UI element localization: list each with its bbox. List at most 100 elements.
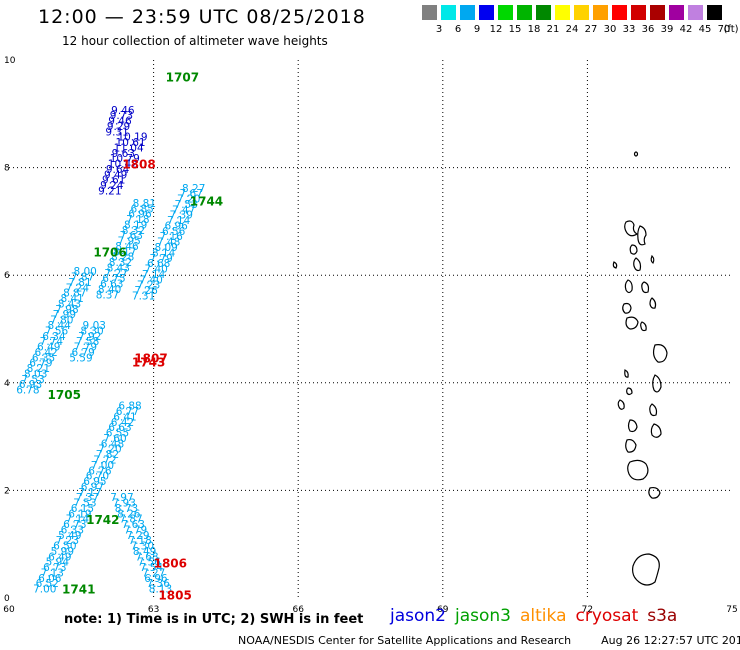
- swh-value: 9.63: [112, 148, 135, 160]
- island: [622, 302, 632, 314]
- swh-value: 6.06: [38, 573, 62, 585]
- swh-value: 7.40: [144, 264, 167, 276]
- swh-value: 8.14: [152, 247, 176, 259]
- scale-swatch: [593, 5, 608, 20]
- island: [633, 257, 642, 272]
- y-tick-label: 0: [4, 594, 10, 604]
- swh-value: 7.36: [147, 578, 171, 590]
- scale-label: 36: [641, 24, 655, 35]
- swh-value: 7.81: [68, 277, 91, 289]
- island: [652, 374, 662, 393]
- swh-value: 8.30: [80, 325, 103, 337]
- legend-cryosat: cryosat: [575, 606, 639, 626]
- swh-value: 6.85: [130, 203, 153, 215]
- swh-value: 7.80: [50, 315, 73, 327]
- swh-value: 5.59: [69, 352, 92, 364]
- x-tick-label: 72: [582, 605, 593, 615]
- swh-value: 7.13: [41, 567, 64, 579]
- swh-value: 9.73: [110, 110, 133, 122]
- legend-jason3: jason3: [455, 606, 511, 626]
- island: [627, 459, 649, 481]
- swh-value: 6.73: [63, 519, 86, 531]
- swh-value: 6.42: [111, 417, 134, 429]
- swh-value: 7.97: [110, 492, 133, 504]
- legend-altika: altika: [520, 606, 567, 626]
- swh-value: 7.63: [122, 519, 145, 531]
- island: [648, 486, 661, 499]
- swh-value: 10.42: [108, 159, 138, 171]
- swh-value: 8.03: [24, 368, 47, 380]
- generated-timestamp: Aug 26 12:27:57 UTC 2018: [601, 634, 740, 647]
- island: [632, 553, 660, 586]
- swh-value: 9.29: [107, 121, 130, 133]
- swh-value: 7.99: [53, 309, 76, 321]
- swh-value: 7.53: [21, 374, 44, 386]
- swh-value: 7.79: [74, 342, 97, 354]
- swh-value: 7.20: [177, 194, 200, 206]
- swh-value: 7.87: [71, 272, 94, 284]
- swh-value: 9.46: [111, 105, 135, 117]
- swh-value: 7.56: [137, 557, 161, 569]
- wave-height-tracks: 7.006.526.067.136.735.946.495.996.507.23…: [16, 105, 205, 596]
- swh-value: 6.93: [19, 379, 42, 391]
- scale-label: 18: [527, 24, 541, 35]
- island: [633, 151, 639, 157]
- swh-value: 7.74: [40, 336, 64, 348]
- island: [629, 244, 638, 255]
- grid-lines: [9, 60, 732, 598]
- swh-value: 9.61: [102, 175, 125, 187]
- swh-value: 6.76: [88, 465, 112, 477]
- swh-value: 6.78: [16, 385, 39, 397]
- swh-value: 8.21: [27, 363, 50, 375]
- swh-value: 6.96: [164, 220, 188, 232]
- swh-value: 7.18: [126, 214, 149, 226]
- swh-value: 6.63: [108, 422, 131, 434]
- x-tick-label: 75: [726, 605, 737, 615]
- island: [649, 403, 658, 417]
- swh-value: 7.93: [113, 498, 136, 510]
- swh-value: 7.29: [126, 530, 149, 542]
- swh-value: 6.68: [147, 258, 170, 270]
- swh-value: 8.26: [117, 508, 141, 520]
- scale-swatch: [536, 5, 551, 20]
- island: [624, 369, 629, 378]
- swh-value: 7.20: [98, 444, 121, 456]
- swh-value: 6.88: [118, 401, 141, 413]
- swh-value: 11.04: [114, 142, 144, 154]
- x-tick-label: 66: [292, 605, 304, 615]
- swh-value: 6.73: [43, 562, 66, 574]
- swh-value: 7.26: [134, 285, 158, 297]
- swh-value: 7.53: [175, 199, 198, 211]
- x-tick-label: 63: [148, 605, 159, 615]
- scale-label: 33: [622, 24, 636, 35]
- satellite-legend: jason2 jason3 altika cryosat s3a: [390, 606, 686, 626]
- swh-value: 6.75: [102, 273, 125, 285]
- island: [637, 225, 647, 246]
- island: [625, 316, 639, 330]
- swh-value: 5.99: [51, 546, 74, 558]
- y-tick-label: 4: [4, 379, 10, 389]
- pass-number: 1741: [62, 583, 95, 597]
- swh-value: 8.27: [182, 183, 205, 195]
- map-subtitle: 12 hour collection of altimeter wave hei…: [62, 34, 328, 48]
- scale-label: 70: [717, 24, 731, 35]
- swh-value: 6.41: [113, 411, 136, 423]
- swh-value: 7.24: [66, 282, 90, 294]
- legend-jason2: jason2: [390, 606, 446, 626]
- swh-value: 6.15: [71, 503, 94, 515]
- swh-value: 6.19: [68, 508, 91, 520]
- scale-swatch: [422, 5, 437, 20]
- swh-value: 8.13: [149, 584, 172, 596]
- swh-value: 7.14: [66, 514, 90, 526]
- swh-value: 5.94: [46, 557, 70, 569]
- swh-value: 8.87: [63, 288, 86, 300]
- swh-value: 7.00: [91, 460, 114, 472]
- swh-value: 10.61: [116, 137, 146, 149]
- swh-value: 7.17: [78, 487, 101, 499]
- swh-value: 6.77: [116, 406, 139, 418]
- swh-value: 7.27: [104, 268, 127, 280]
- swh-value: 7.79: [149, 253, 172, 265]
- swh-value: 7.98: [55, 304, 78, 316]
- pass-number: 1742: [86, 513, 119, 527]
